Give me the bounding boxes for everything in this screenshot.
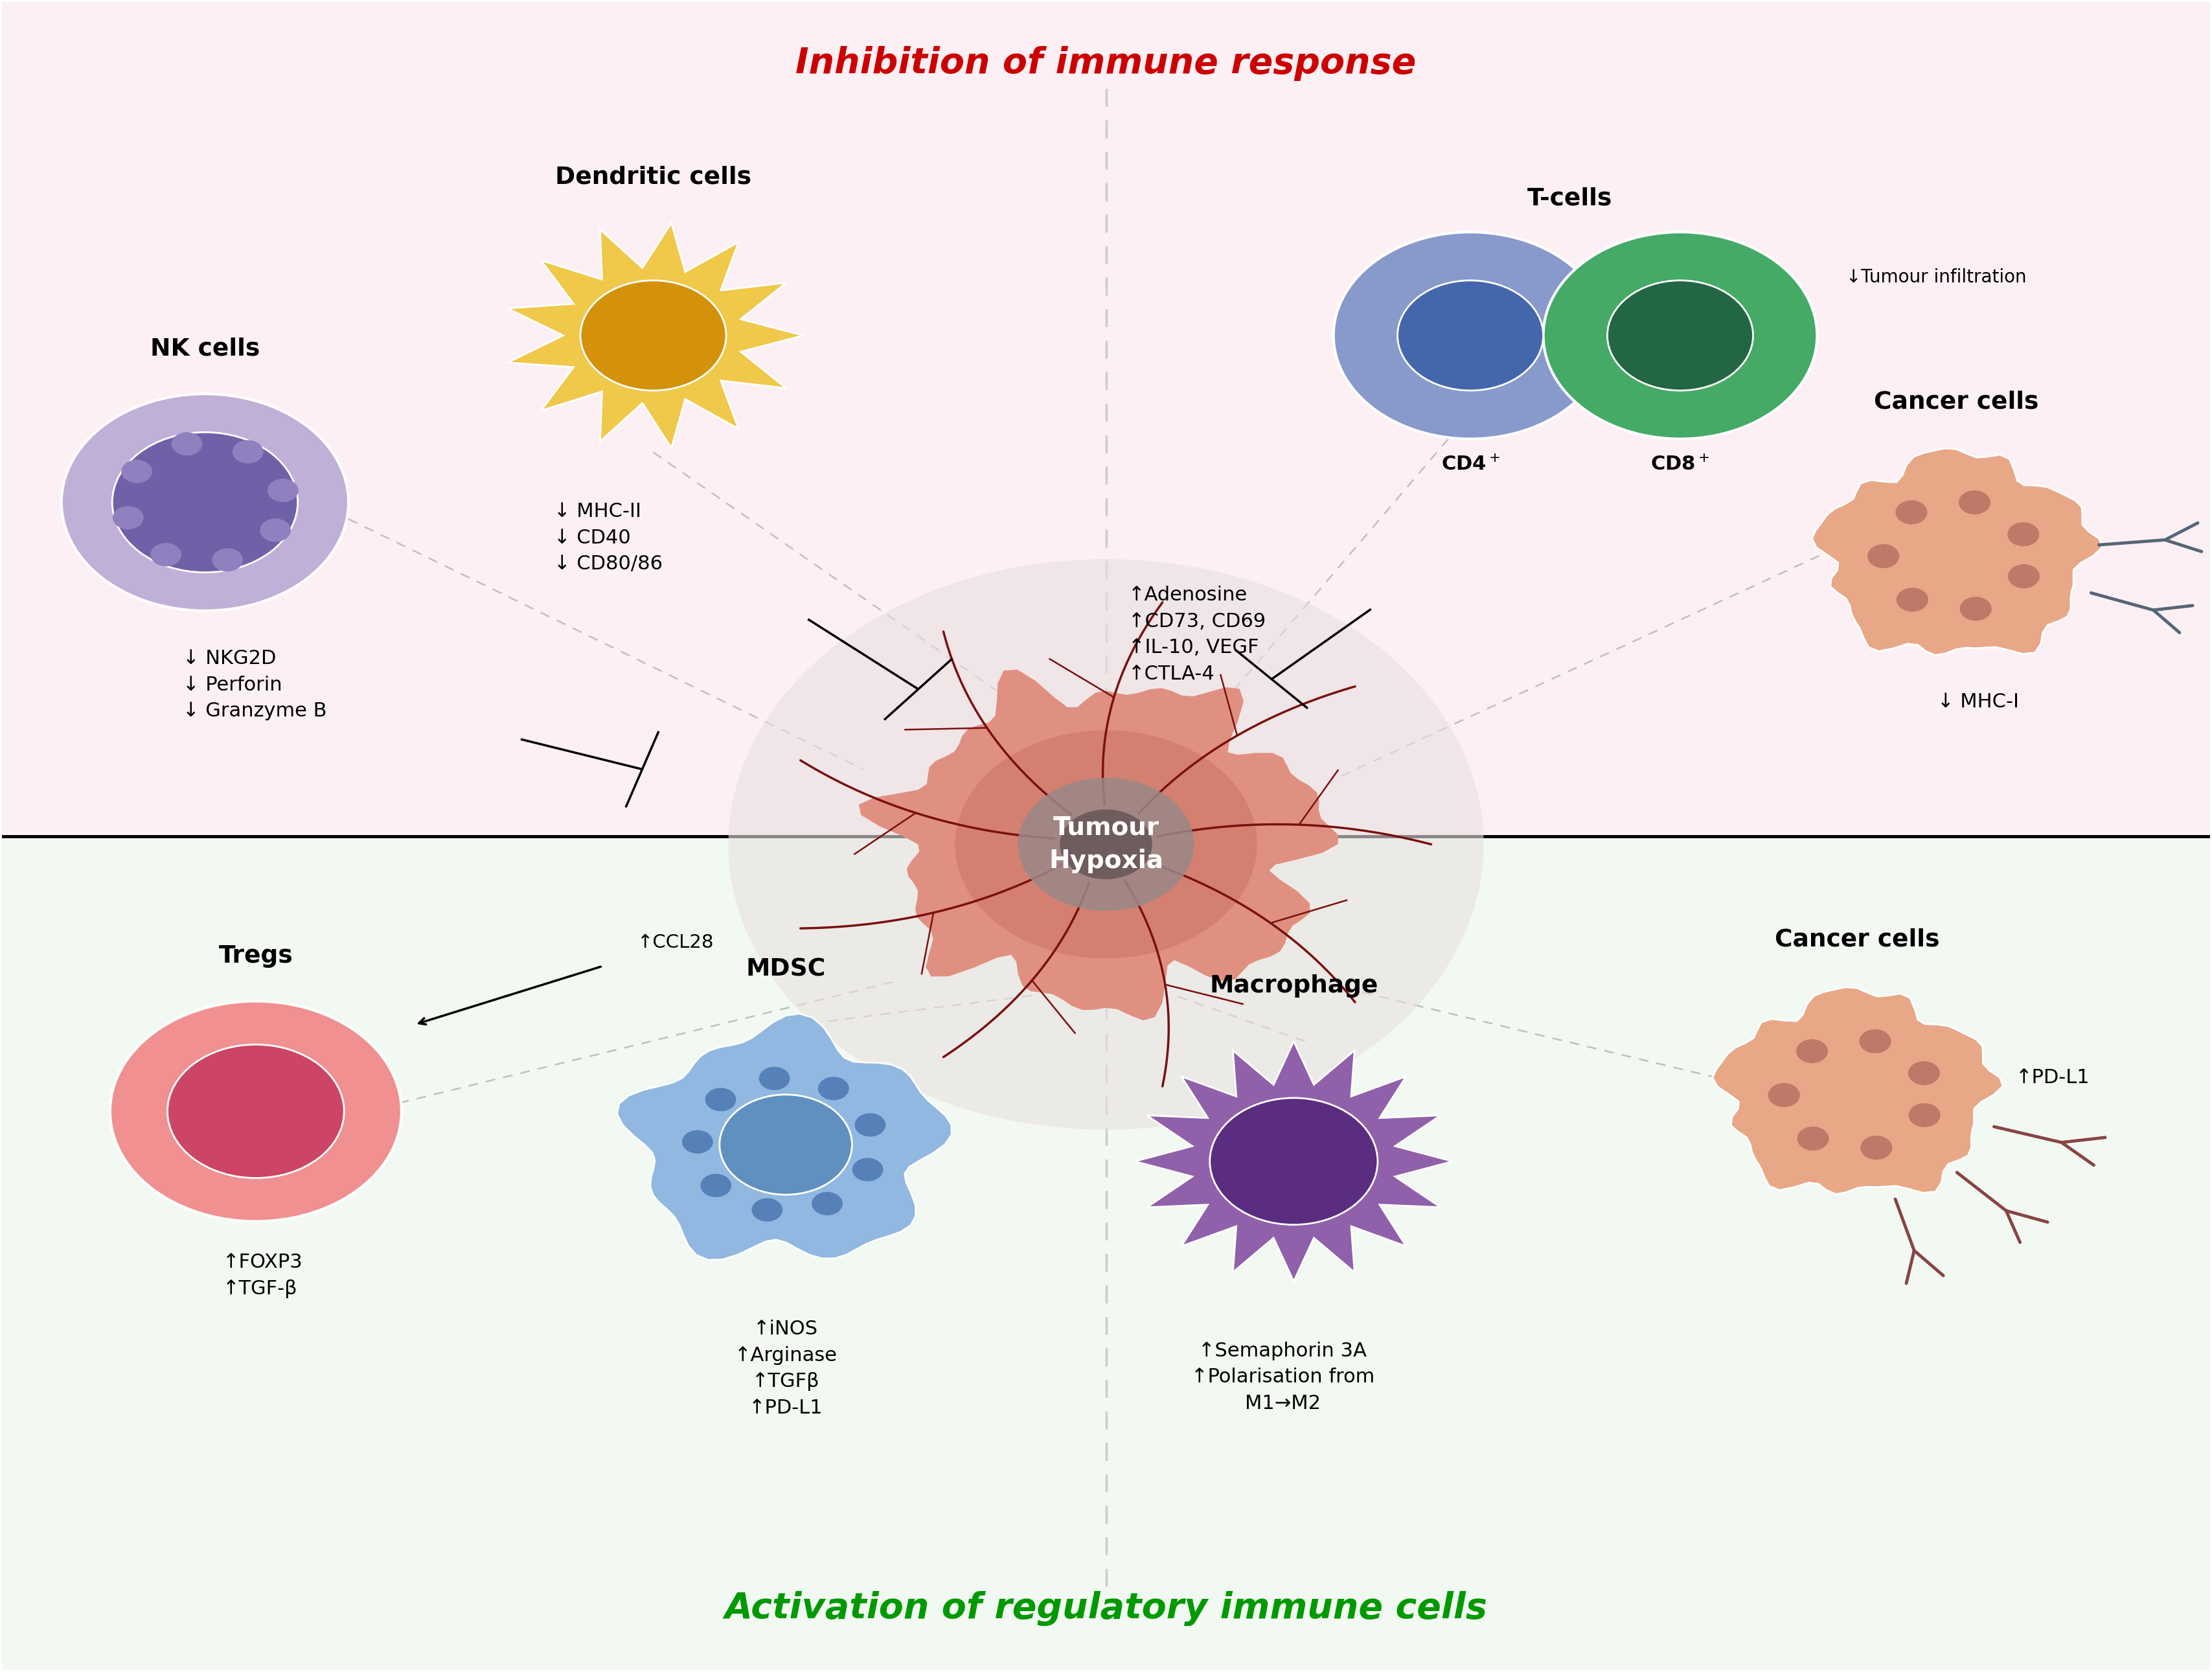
Polygon shape [617,1013,951,1261]
Text: ↑Adenosine
↑CD73, CD69
↑IL-10, VEGF
↑CTLA-4: ↑Adenosine ↑CD73, CD69 ↑IL-10, VEGF ↑CTL… [1128,585,1265,684]
Circle shape [1018,777,1194,911]
Text: ↑PD-L1: ↑PD-L1 [2015,1068,2090,1087]
Circle shape [852,1159,883,1182]
Text: NK cells: NK cells [150,338,259,361]
Circle shape [701,1174,732,1197]
Circle shape [1210,1099,1378,1224]
Circle shape [728,558,1484,1130]
Text: Cancer cells: Cancer cells [1774,928,1940,951]
Text: ↑Semaphorin 3A
↑Polarisation from
M1→M2: ↑Semaphorin 3A ↑Polarisation from M1→M2 [1190,1341,1374,1413]
Text: ↑iNOS
↑Arginase
↑TGFβ
↑PD-L1: ↑iNOS ↑Arginase ↑TGFβ ↑PD-L1 [734,1319,838,1418]
Circle shape [212,548,243,572]
Polygon shape [1812,448,2101,655]
Circle shape [759,1067,790,1090]
Text: CD4$^+$: CD4$^+$ [1440,455,1500,475]
Text: Tumour
Hypoxia: Tumour Hypoxia [1048,816,1164,873]
Text: ↑FOXP3
↑TGF-β: ↑FOXP3 ↑TGF-β [223,1252,303,1297]
Circle shape [1860,1030,1891,1053]
Circle shape [1544,232,1816,440]
FancyBboxPatch shape [2,836,2210,1670]
Circle shape [2008,563,2039,589]
FancyBboxPatch shape [2,2,2210,836]
Circle shape [122,460,153,483]
Circle shape [1909,1062,1940,1085]
Circle shape [2008,522,2039,547]
Circle shape [1334,232,1608,440]
Circle shape [752,1199,783,1222]
Circle shape [111,1002,403,1222]
Circle shape [1796,1127,1829,1150]
Text: ↓ MHC-II
↓ CD40
↓ CD80/86: ↓ MHC-II ↓ CD40 ↓ CD80/86 [553,502,664,573]
Circle shape [818,1077,849,1100]
Circle shape [1767,1083,1801,1107]
Text: ↑CCL28: ↑CCL28 [637,933,714,951]
Text: Tregs: Tregs [219,945,292,968]
Circle shape [1398,281,1544,391]
Circle shape [168,1045,345,1179]
Text: Inhibition of immune response: Inhibition of immune response [796,47,1416,80]
Text: ↓ MHC-I: ↓ MHC-I [1938,692,2020,711]
Polygon shape [858,669,1338,1020]
Circle shape [261,518,290,542]
Text: ↓ NKG2D
↓ Perforin
↓ Granzyme B: ↓ NKG2D ↓ Perforin ↓ Granzyme B [184,649,327,721]
Circle shape [681,1130,712,1154]
Circle shape [62,395,349,610]
Polygon shape [1135,1042,1453,1281]
Text: MDSC: MDSC [745,958,825,981]
Circle shape [1896,587,1929,612]
Circle shape [580,281,726,391]
Text: CD8$^+$: CD8$^+$ [1650,455,1710,475]
Circle shape [1860,1135,1891,1160]
Circle shape [706,1088,737,1112]
Text: Macrophage: Macrophage [1210,975,1378,998]
Circle shape [812,1192,843,1216]
Circle shape [113,433,299,572]
Circle shape [150,543,181,567]
Circle shape [854,1114,885,1137]
Circle shape [268,478,299,502]
Text: Dendritic cells: Dendritic cells [555,166,752,189]
Circle shape [1960,597,1991,620]
Circle shape [1867,543,1900,568]
Circle shape [1896,500,1927,525]
Polygon shape [1712,986,2002,1194]
Text: T-cells: T-cells [1526,187,1613,211]
Circle shape [1060,809,1152,879]
Circle shape [1608,281,1754,391]
Text: Activation of regulatory immune cells: Activation of regulatory immune cells [726,1592,1486,1625]
Circle shape [1796,1040,1827,1063]
Circle shape [1958,490,1991,515]
Circle shape [173,431,201,455]
Circle shape [113,507,144,530]
Circle shape [232,440,263,463]
Text: ↓Tumour infiltration: ↓Tumour infiltration [1845,268,2026,286]
Text: Cancer cells: Cancer cells [1874,391,2039,415]
Polygon shape [507,222,803,448]
Circle shape [956,731,1256,958]
Circle shape [1909,1104,1940,1127]
Circle shape [719,1095,852,1195]
